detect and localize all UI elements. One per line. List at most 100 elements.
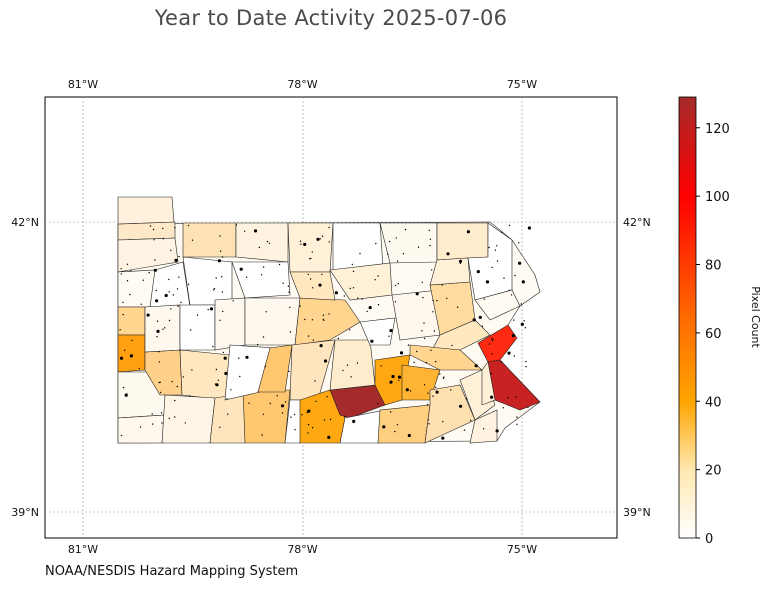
fire-point	[119, 356, 124, 360]
fire-point	[436, 299, 438, 302]
colorbar	[678, 96, 697, 539]
fire-point	[431, 269, 433, 271]
fire-point	[307, 273, 309, 276]
fire-point	[238, 357, 240, 359]
fire-point	[476, 270, 480, 274]
fire-point	[515, 396, 517, 398]
fire-point	[124, 349, 126, 351]
fire-point	[496, 245, 498, 247]
fire-point	[309, 258, 311, 260]
county-susquehanna	[436, 222, 489, 261]
fire-point	[278, 263, 281, 266]
fire-point	[413, 361, 415, 364]
county-westmoreland	[179, 349, 231, 401]
fire-point	[323, 319, 325, 321]
fire-point	[491, 353, 493, 355]
fire-point	[494, 249, 497, 251]
colorbar-tick-label: 60	[705, 327, 722, 342]
fire-point	[483, 298, 485, 300]
fire-point	[269, 402, 271, 405]
fire-point	[158, 351, 160, 353]
fire-point	[389, 380, 393, 384]
fire-point	[307, 432, 309, 434]
fire-point	[315, 400, 317, 402]
fire-point	[321, 273, 323, 276]
county-elk	[231, 261, 291, 299]
fire-point	[359, 252, 361, 255]
fire-point	[319, 238, 321, 240]
fire-point	[349, 329, 351, 331]
lon-tick-label: 78°W	[287, 543, 317, 556]
fire-point	[421, 330, 423, 332]
lon-tick-label: 81°W	[68, 543, 98, 556]
county-montgomery	[481, 361, 496, 406]
fire-point	[521, 280, 525, 284]
fire-point	[159, 391, 162, 394]
fire-point	[426, 403, 429, 406]
fire-point	[180, 301, 182, 304]
fire-point	[282, 282, 284, 284]
fire-point	[212, 345, 214, 348]
fire-point	[131, 339, 133, 342]
fire-point	[256, 343, 259, 346]
fire-point	[176, 385, 178, 388]
fire-point	[459, 404, 463, 408]
county-mckean	[235, 222, 289, 263]
fire-point	[319, 344, 323, 348]
fire-point	[187, 224, 190, 227]
fire-point	[311, 251, 313, 253]
fire-point	[126, 263, 129, 265]
fire-point	[481, 325, 484, 327]
fire-point	[222, 310, 224, 313]
fire-point	[370, 339, 374, 343]
fire-point	[342, 369, 344, 372]
fire-point	[465, 398, 468, 400]
county-indiana	[214, 297, 246, 351]
fire-point	[357, 297, 359, 299]
fire-point	[525, 360, 527, 363]
fire-point	[323, 359, 328, 363]
fire-point	[380, 365, 382, 367]
fire-point	[485, 280, 490, 284]
fire-point	[527, 226, 532, 230]
fire-point	[299, 240, 302, 242]
fire-point	[288, 291, 290, 293]
fire-point	[170, 308, 172, 310]
fire-point	[290, 416, 292, 418]
fire-point	[439, 373, 441, 375]
source-credit: NOAA/NESDIS Hazard Mapping System	[45, 564, 299, 579]
fire-point	[507, 396, 509, 399]
fire-point	[126, 280, 129, 282]
fire-point	[219, 235, 221, 237]
lat-tick-label: 39°N	[11, 506, 39, 519]
fire-point	[161, 422, 163, 424]
fire-point	[377, 402, 379, 405]
fire-point	[328, 241, 330, 243]
fire-point	[429, 244, 431, 247]
fire-point	[520, 303, 523, 305]
fire-point	[177, 305, 179, 307]
fire-point	[399, 351, 404, 355]
county-potter	[287, 222, 334, 273]
fire-point	[432, 395, 434, 397]
fire-point	[511, 334, 515, 338]
fire-point	[422, 296, 424, 299]
fire-point	[155, 289, 157, 292]
fire-point	[398, 379, 400, 381]
fire-point	[404, 228, 407, 231]
fire-point	[458, 259, 463, 263]
fire-point	[490, 372, 493, 375]
fire-point	[235, 224, 238, 226]
fire-point	[311, 319, 314, 321]
fire-point	[178, 276, 180, 278]
fire-point	[432, 311, 434, 313]
fire-point	[217, 379, 220, 381]
lon-tick-label: 81°W	[68, 78, 98, 91]
fire-point	[170, 249, 172, 251]
county-york	[377, 404, 431, 444]
fire-point	[343, 295, 345, 297]
county-schuylkill	[409, 344, 483, 371]
fire-point	[314, 380, 316, 382]
fire-point	[429, 238, 432, 240]
county-cumberland-max	[329, 384, 386, 419]
